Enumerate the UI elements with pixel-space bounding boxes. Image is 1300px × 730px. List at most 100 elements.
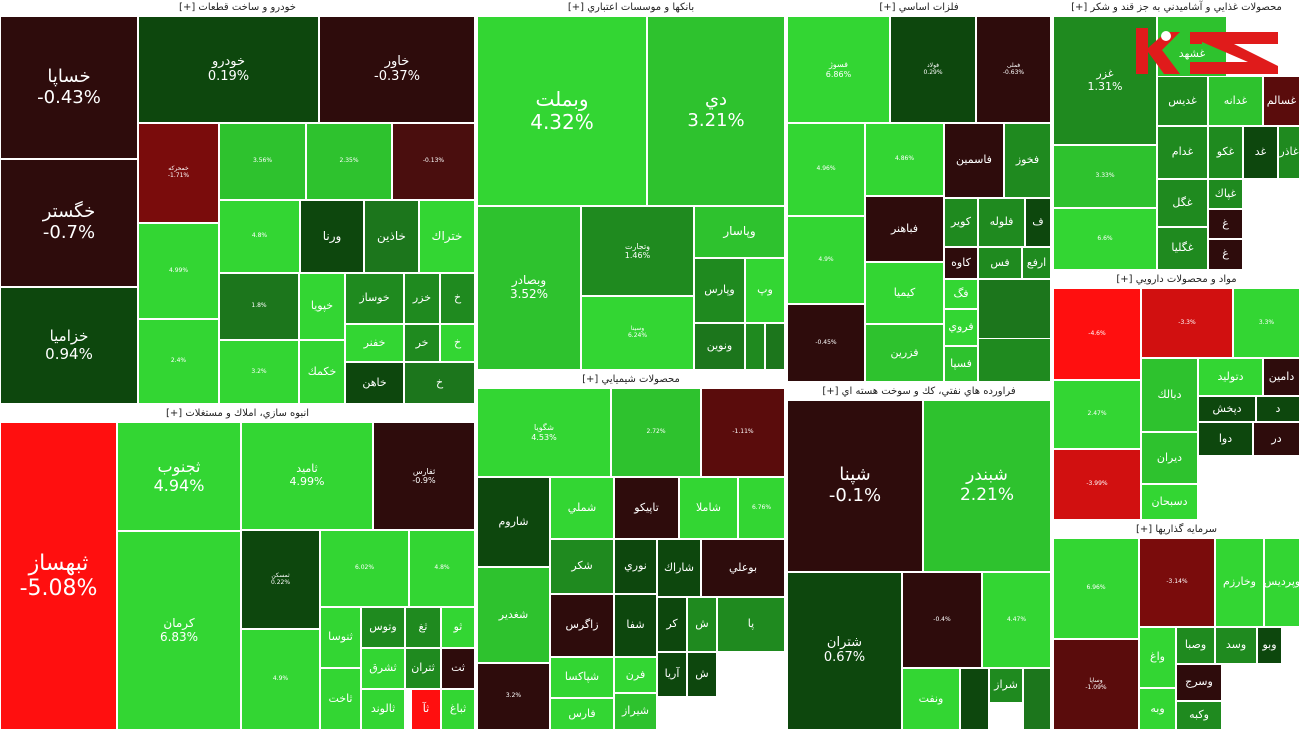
stock-tile[interactable]: فلوله xyxy=(978,198,1025,247)
stock-tile[interactable]: خزر xyxy=(404,273,440,324)
stock-tile[interactable]: ثباغ xyxy=(441,689,475,730)
stock-tile[interactable]: خ xyxy=(440,273,475,324)
stock-tile[interactable]: 4.96% xyxy=(787,123,865,216)
stock-tile[interactable]: -3.14% xyxy=(1139,538,1215,627)
stock-tile[interactable] xyxy=(1023,668,1051,730)
stock-tile[interactable]: وتجارت 1.46% xyxy=(581,206,694,296)
stock-tile[interactable]: خزامیا 0.94% xyxy=(0,287,138,404)
stock-tile[interactable]: بوعلي xyxy=(701,539,785,597)
stock-tile[interactable]: فملی -0.63% xyxy=(976,16,1051,123)
stock-tile[interactable]: وکبه xyxy=(1176,701,1222,730)
sector-header[interactable]: مواد و محصولات دارويي [+] xyxy=(1116,274,1237,285)
stock-tile[interactable]: ثآ xyxy=(411,689,441,730)
stock-tile[interactable]: وپارس xyxy=(694,258,745,323)
stock-tile[interactable]: 4.9% xyxy=(241,629,320,730)
stock-tile[interactable]: شاملا xyxy=(679,477,738,539)
stock-tile[interactable]: کر xyxy=(657,597,687,652)
stock-tile[interactable]: خ xyxy=(440,324,475,362)
stock-tile[interactable]: کاوه xyxy=(944,247,978,279)
stock-tile[interactable]: خودرو 0.19% xyxy=(138,16,319,123)
stock-tile[interactable]: شراز xyxy=(989,668,1023,703)
stock-tile[interactable]: 2.4% xyxy=(138,319,219,404)
stock-tile[interactable]: وخارزم xyxy=(1215,538,1264,627)
stock-tile[interactable]: غدیس xyxy=(1157,76,1208,126)
stock-tile[interactable]: ونوين xyxy=(694,323,745,370)
stock-tile[interactable]: فسوژ 6.86% xyxy=(787,16,890,123)
stock-tile[interactable]: 4.86% xyxy=(865,123,944,196)
stock-tile[interactable]: ورنا xyxy=(300,200,364,273)
stock-tile[interactable]: ارفع xyxy=(1022,247,1051,279)
stock-tile[interactable]: شپاكسا xyxy=(550,657,614,698)
stock-tile[interactable]: وپردیس xyxy=(1264,538,1300,627)
stock-tile[interactable]: دیران xyxy=(1141,432,1198,484)
stock-tile[interactable]: ثنوسا xyxy=(320,607,361,668)
stock-tile[interactable]: ثو xyxy=(441,607,475,648)
stock-tile[interactable]: زاگرس xyxy=(550,594,614,657)
stock-tile[interactable]: دپخش xyxy=(1198,396,1256,422)
stock-tile[interactable]: وسينا 6.24% xyxy=(581,296,694,370)
stock-tile[interactable]: شکر xyxy=(550,539,614,594)
stock-tile[interactable]: فاسمین xyxy=(944,123,1004,198)
stock-tile[interactable]: -0.45% xyxy=(787,304,865,382)
stock-tile[interactable]: شتران 0.67% xyxy=(787,572,902,730)
sector-header[interactable]: انبوه سازي، املاك و مستغلات [+] xyxy=(165,408,310,419)
sector-header[interactable]: سرمايه گذاريها [+] xyxy=(1135,524,1218,535)
stock-tile[interactable]: آريا xyxy=(657,652,687,697)
stock-tile[interactable]: دتولید xyxy=(1198,358,1263,396)
stock-tile[interactable]: ثشرق xyxy=(361,648,405,689)
stock-tile[interactable]: شبندر 2.21% xyxy=(923,400,1051,572)
stock-tile[interactable]: 4.9% xyxy=(787,216,865,304)
stock-tile[interactable]: 3.56% xyxy=(219,123,306,200)
stock-tile[interactable]: وصبا xyxy=(1176,627,1215,664)
stock-tile[interactable]: فگ xyxy=(944,279,978,309)
stock-tile[interactable]: غد xyxy=(1243,126,1278,179)
stock-tile[interactable]: 4.8% xyxy=(409,530,475,607)
stock-tile[interactable]: فزرین xyxy=(865,324,944,382)
stock-tile[interactable]: واغ xyxy=(1139,627,1176,688)
stock-tile[interactable]: غدام xyxy=(1157,126,1208,179)
stock-tile[interactable]: 6.6% xyxy=(1053,208,1157,270)
stock-tile[interactable]: شاراك xyxy=(657,539,701,597)
stock-tile[interactable]: غگل xyxy=(1157,179,1208,227)
stock-tile[interactable]: شگویا 4.53% xyxy=(477,388,611,477)
stock-tile[interactable]: وپاسار xyxy=(694,206,785,258)
stock-tile[interactable]: وپ xyxy=(745,258,785,323)
stock-tile[interactable]: فرن xyxy=(614,657,657,693)
stock-tile[interactable]: خكمك xyxy=(299,340,345,404)
stock-tile[interactable]: ثاخت xyxy=(320,668,361,730)
stock-tile[interactable]: شفا xyxy=(614,594,657,657)
stock-tile[interactable]: 2.35% xyxy=(306,123,392,200)
stock-tile[interactable]: ش xyxy=(687,597,717,652)
stock-tile[interactable]: وسد xyxy=(1215,627,1257,664)
sector-header[interactable]: محصولات شيميايي [+] xyxy=(582,374,680,385)
stock-tile[interactable]: 3.2% xyxy=(219,340,299,404)
stock-tile[interactable]: فارس xyxy=(550,698,614,730)
stock-tile[interactable]: شيراز xyxy=(614,693,657,730)
stock-tile[interactable]: غگليا xyxy=(1157,227,1208,270)
stock-tile[interactable]: کیمیا xyxy=(865,262,944,324)
stock-tile[interactable]: پا xyxy=(717,597,785,652)
stock-tile[interactable]: کرمان 6.83% xyxy=(117,531,241,730)
stock-tile[interactable]: وسرج xyxy=(1176,664,1222,701)
stock-tile[interactable]: 6.76% xyxy=(738,477,785,539)
stock-tile[interactable]: کویر xyxy=(944,198,978,247)
stock-tile[interactable]: 6.96% xyxy=(1053,538,1139,639)
stock-tile[interactable]: 4.8% xyxy=(219,200,300,273)
stock-tile[interactable]: وتوس xyxy=(361,607,405,648)
stock-tile[interactable]: -1.11% xyxy=(701,388,785,477)
stock-tile[interactable]: د xyxy=(1256,396,1300,422)
stock-tile[interactable]: خمحرکه -1.71% xyxy=(138,123,219,223)
stock-tile[interactable]: خگستر -0.7% xyxy=(0,159,138,287)
stock-tile[interactable]: 6.02% xyxy=(320,530,409,607)
stock-tile[interactable]: وبو xyxy=(1257,627,1282,664)
stock-tile[interactable]: در xyxy=(1253,422,1300,456)
stock-tile[interactable]: فولاد 0.29% xyxy=(890,16,976,123)
stock-tile[interactable]: نوري xyxy=(614,539,657,594)
sector-header[interactable]: فراورده هاي نفتي، كك و سوخت هسته اي [+] xyxy=(822,386,1016,397)
stock-tile[interactable]: غپاك xyxy=(1208,179,1243,209)
stock-tile[interactable]: تاپیکو xyxy=(614,477,679,539)
stock-tile[interactable] xyxy=(765,323,785,370)
stock-tile[interactable]: شاروم xyxy=(477,477,550,567)
sector-header[interactable]: فلزات اساسي [+] xyxy=(879,2,959,13)
stock-tile[interactable]: خفنر xyxy=(345,324,404,362)
